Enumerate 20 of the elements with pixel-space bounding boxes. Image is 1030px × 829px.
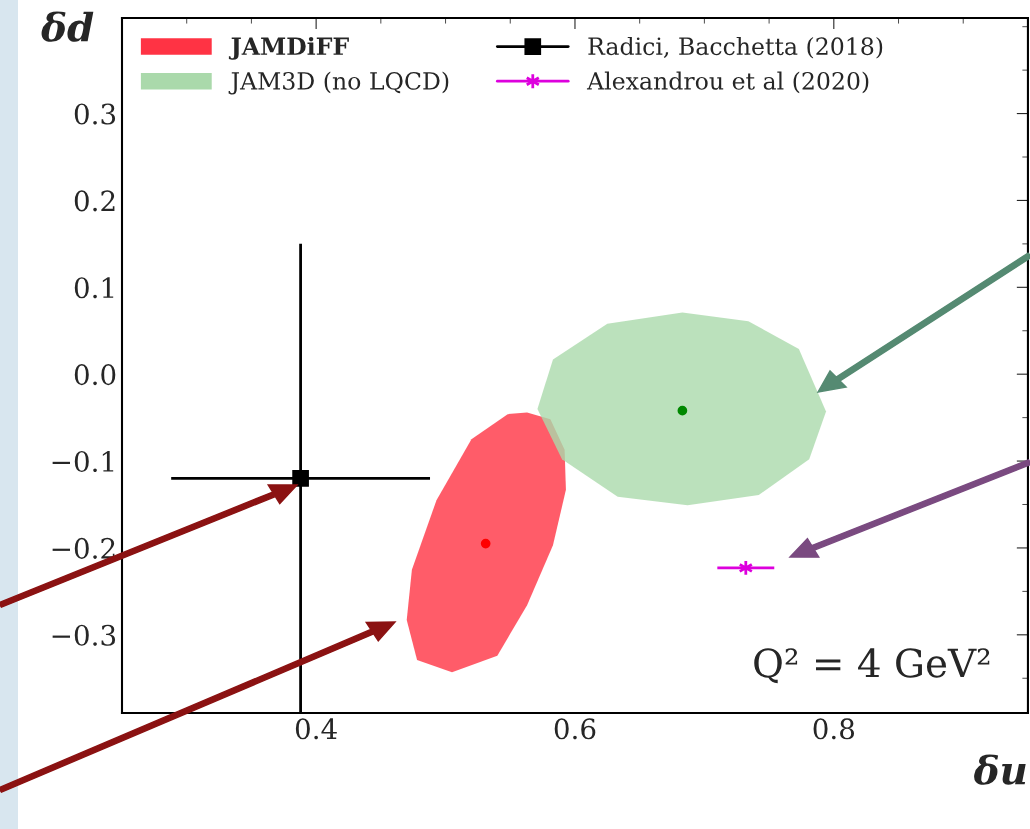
y-tick-label: 0.1 [74,277,114,299]
annotation: Q² = 4 GeV² [754,648,990,684]
x-tick-label: 0.8 [813,718,855,740]
point [677,405,688,416]
legend-label: JAMDiFF [228,36,349,60]
point [292,470,309,487]
x-tick-label: 0.4 [295,718,337,740]
y-tick-label: −0.2 [52,537,115,559]
y-tick-label: 0.0 [74,364,116,386]
legend-label: Alexandrou et al (2020) [586,71,869,94]
legend-label: Radici, Bacchetta (2018) [588,36,883,59]
y-tick-label: 0.3 [74,103,116,125]
y-tick-label: −0.3 [52,624,116,646]
y-tick-label: −0.1 [52,451,114,473]
y-axis-title: δd [41,11,94,42]
x-tick-label: 0.6 [554,718,596,740]
legend-label: JAM3D (no LQCD) [228,71,449,95]
point [480,538,491,549]
x-axis-title: δu [974,754,1026,785]
y-tick-label: 0.2 [74,190,115,212]
